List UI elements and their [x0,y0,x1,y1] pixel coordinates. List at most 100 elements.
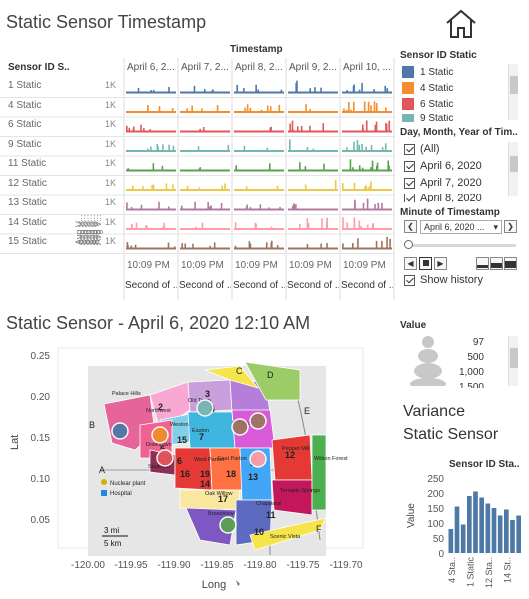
variance-bar [516,515,521,553]
date-filter-checkbox[interactable] [404,194,415,202]
long-tick: -119.95 [114,560,148,571]
measure-label: Avg V... [77,214,87,245]
series-spike [270,126,272,132]
pin-icon [236,580,240,586]
series-spike [292,203,295,210]
speed-fast-button[interactable] [504,257,517,270]
series-spike [198,168,201,171]
series-spike [234,245,237,249]
series-spike [276,185,279,190]
series-spike [146,225,148,229]
series-spike [152,184,155,190]
speed-slow-button[interactable] [476,257,489,270]
home-icon[interactable] [444,8,478,40]
date-filter-checkbox[interactable] [404,143,415,155]
timeline-chart: Avg V...Avg V...Avg V...Avg V...Avg V...… [0,58,395,300]
series-spike [348,102,350,112]
series-spike [137,87,140,93]
next-button[interactable]: ❯ [504,220,517,233]
series-spike [299,162,301,171]
series-spike [260,109,263,112]
show-history-checkbox[interactable] [404,274,415,286]
series-spike [362,202,365,210]
series-spike [249,243,252,249]
series-spike [135,222,138,229]
variance-y-tick: 250 [427,474,444,485]
series-spike [369,185,371,190]
date-filter-item[interactable]: April 6, 2020 [404,160,482,172]
region-label: Downtown [146,442,172,448]
series-spike [172,184,174,190]
series-spike [326,243,328,249]
prev-button[interactable]: ❮ [404,220,417,233]
date-filter-item[interactable]: (All) [404,143,440,155]
region-label: Pepper Mill [282,446,310,452]
variance-bar [504,509,509,553]
minute-filter-title: Minute of Timestamp [400,207,500,218]
value-legend-scrollbar[interactable] [508,336,518,386]
series-spike [375,240,378,249]
series-spike [162,226,164,229]
minute-dropdown[interactable]: April 6, 2020 ... ▾ [420,220,502,234]
date-filter-scrollbar[interactable] [508,142,518,196]
region-label: West Parton [194,457,224,463]
series-spike [265,242,268,249]
series-spike [280,89,283,93]
series-spike [334,179,337,190]
series-spike [306,147,309,151]
show-history-toggle[interactable]: Show history [404,274,483,286]
bottom-time-label: 10:09 PM [181,260,224,271]
series-spike [198,187,201,190]
lat-tick: 0.15 [31,433,51,444]
date-filter-checkbox[interactable] [404,177,415,189]
step-forward-button[interactable]: ▶ [434,257,447,270]
variance-y-tick: 50 [433,534,445,545]
date-filter-item[interactable]: April 7, 2020 [404,177,482,189]
date-filter-label: April 8, 2020 [420,194,482,202]
measure-label: Avg V... [87,214,97,245]
series-spike [202,127,205,132]
series-spike [210,205,212,210]
series-spike [304,166,307,171]
speed-medium-button[interactable] [490,257,503,270]
series-spike [372,223,375,229]
series-spike [352,167,354,171]
map-letter: E [304,406,310,416]
series-spike [360,226,362,229]
series-spike [381,202,383,210]
series-spike [167,242,170,249]
series-spike [356,139,359,151]
series-spike [151,184,153,190]
series-spike [291,120,294,132]
pause-button[interactable] [419,257,432,270]
region-label: Northwest [146,408,171,414]
hospital-legend-label: Hospital [110,491,132,497]
variance-title-2: Static Sensor [403,426,499,443]
series-spike [367,187,370,190]
series-spike [268,163,271,171]
region-number: 19 [200,469,210,479]
minute-dropdown-value: April 6, 2020 ... [424,222,485,232]
series-spike [306,217,309,229]
time-slider-handle[interactable] [404,240,413,249]
series-spike [244,107,246,112]
series-spike [361,124,364,132]
series-spike [375,121,378,132]
date-filter-checkbox[interactable] [404,160,415,172]
row-axis-tick: 1K [105,119,117,129]
series-spike [374,203,376,210]
date-filter-item[interactable]: April 8, 2020 [404,194,482,202]
sensor-row-label: 15 Static [8,236,47,247]
series-spike [366,198,369,210]
step-back-button[interactable]: ◀ [404,257,417,270]
legend-label: 6 Static [420,98,454,110]
region-label: Broadview [208,511,234,517]
variance-y-tick: 200 [427,489,444,500]
map-chart[interactable]: 0.25 0.20 0.15 0.10 0.05 -120.00 -119.95 -119.9… [0,340,395,599]
series-spike [126,202,128,210]
series-spike [130,206,133,210]
series-spike [224,185,226,190]
time-slider-track[interactable] [408,244,516,247]
legend-scrollbar[interactable] [508,64,518,120]
map-title: Static Sensor - April 6, 2020 12:10 AM [6,313,311,333]
